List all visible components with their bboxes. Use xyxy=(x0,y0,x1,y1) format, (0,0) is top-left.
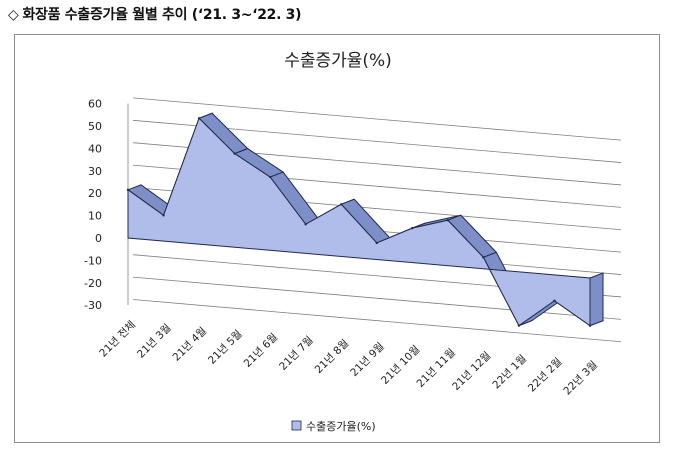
gridline xyxy=(132,97,622,141)
chart-title: 수출증가율(%) xyxy=(284,51,392,71)
legend-label: 수출증가율(%) xyxy=(306,420,376,433)
y-tick-label: 0 xyxy=(95,232,102,245)
data-point xyxy=(197,117,201,120)
x-tick-label: 21년 4월 xyxy=(171,325,210,364)
x-tick-label: 21년 7월 xyxy=(277,334,316,373)
y-tick-label: -10 xyxy=(84,254,102,267)
data-point xyxy=(340,203,343,206)
data-point xyxy=(517,324,521,327)
x-tick-label: 21년 전체 xyxy=(97,319,138,360)
x-tick-label: 22년 2월 xyxy=(526,356,565,395)
data-point xyxy=(162,214,165,217)
y-tick-label: 60 xyxy=(88,98,102,111)
x-tick-label: 22년 1월 xyxy=(490,353,529,392)
diamond-icon: ◇ xyxy=(8,7,19,23)
area-side-face xyxy=(589,272,604,327)
x-tick-label: 21년 5월 xyxy=(206,328,245,367)
data-point xyxy=(304,223,307,226)
data-point xyxy=(446,219,450,222)
x-tick-label: 21년 9월 xyxy=(348,340,387,379)
x-tick-label: 22년 3월 xyxy=(561,359,600,398)
x-tick-label: 21년 8월 xyxy=(313,337,352,376)
area-series xyxy=(126,112,605,327)
legend: 수출증가율(%) xyxy=(291,420,376,433)
y-tick-label: -30 xyxy=(84,299,102,312)
y-tick-label: 10 xyxy=(88,210,102,223)
data-point xyxy=(553,299,556,302)
data-point xyxy=(482,256,485,259)
data-point xyxy=(126,188,130,192)
data-point xyxy=(375,241,378,245)
data-point xyxy=(411,226,414,230)
legend-swatch xyxy=(291,420,302,431)
data-point xyxy=(233,152,236,155)
data-point xyxy=(268,175,272,179)
x-tick-label: 21년 3월 xyxy=(135,322,174,361)
x-tick-label: 21년 6월 xyxy=(242,331,281,370)
y-tick-label: -20 xyxy=(84,277,102,290)
page-heading: ◇ 화장품 수출증가율 월별 추이 (‘21. 3~‘22. 3) xyxy=(8,4,302,24)
y-tick-label: 40 xyxy=(88,142,102,155)
data-point xyxy=(588,324,592,327)
page-title: 화장품 수출증가율 월별 추이 (‘21. 3~‘22. 3) xyxy=(22,7,302,23)
y-tick-label: 30 xyxy=(88,165,102,178)
y-tick-label: 50 xyxy=(88,120,102,133)
y-tick-label: 20 xyxy=(88,187,102,200)
gridline xyxy=(132,299,622,343)
y-axis-ticks: -30 -20 -10 0 10 20 30 40 50 60 xyxy=(84,98,102,313)
